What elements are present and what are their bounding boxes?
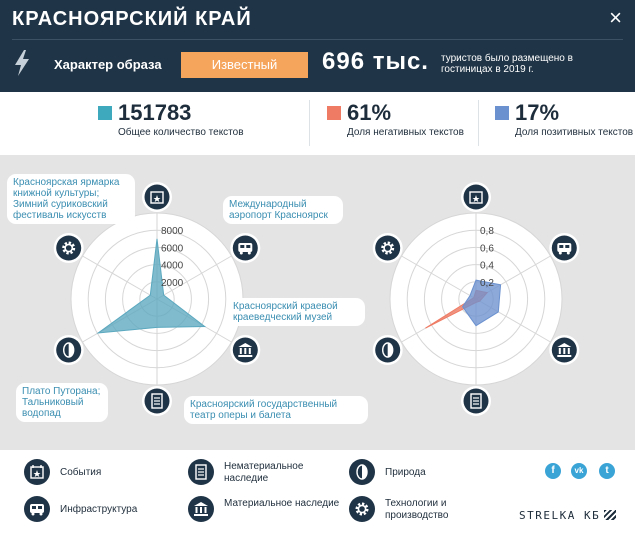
- radar-1-tick-label: 0,4: [480, 261, 494, 272]
- brand-mark-icon: [604, 510, 616, 520]
- header-divider: [12, 39, 623, 40]
- legend-label: События: [60, 467, 102, 478]
- radar-1-tick-label: 0,2: [480, 278, 494, 289]
- stat-value: 61%: [347, 100, 392, 125]
- museum-icon: [188, 496, 214, 522]
- document-icon[interactable]: [142, 386, 172, 416]
- radar-1-series-1: [461, 279, 502, 327]
- leaf-icon[interactable]: [372, 335, 403, 365]
- radar-1-spoke: [401, 255, 477, 300]
- stat-value: 151783: [118, 100, 192, 125]
- museum-icon[interactable]: [549, 335, 580, 365]
- bus-icon: [24, 496, 50, 522]
- stat-color-square: [495, 106, 509, 120]
- callout-intangible-heritage: Красноярский государственный театр оперы…: [184, 396, 368, 424]
- calendar-star-icon: [24, 459, 50, 485]
- calendar-star-icon[interactable]: [461, 182, 491, 212]
- facebook-icon[interactable]: f: [545, 463, 561, 479]
- legend-label: Материальное наследие: [224, 498, 340, 509]
- calendar-star-icon[interactable]: [142, 182, 172, 212]
- radar-0-tick-label: 6000: [161, 243, 184, 254]
- gear-icon: [349, 496, 375, 522]
- tourists-value: 696 тыс.: [322, 48, 429, 75]
- legend-label: Инфраструктура: [60, 504, 138, 515]
- legend-label: Технологии и производство: [385, 498, 449, 521]
- legend-label: Нематериальное наследие: [224, 461, 304, 484]
- radar-1-tick-label: 0,8: [480, 226, 494, 237]
- callout-events: Красноярская ярмарка книжной культуры; З…: [7, 174, 135, 224]
- gear-icon[interactable]: [53, 233, 84, 263]
- tourists-caption: туристов было размещено в гостиницах в 2…: [441, 53, 573, 75]
- stat-value: 17%: [515, 100, 560, 125]
- radar-charts: 2000 4000 6000 8000 0,2 0,4 0,6 0,8: [53, 182, 580, 416]
- stats-divider: [478, 100, 479, 146]
- lightning-icon: [15, 50, 29, 76]
- callout-infrastructure: Международный аэропорт Красноярск: [223, 196, 343, 224]
- stat-color-square: [327, 106, 341, 120]
- museum-icon[interactable]: [230, 335, 261, 365]
- callout-material-heritage: Красноярский краевой краеведческий музей: [227, 298, 365, 326]
- chart-area: 2000 4000 6000 8000 0,2 0,4 0,6 0,8 Красноярска…: [0, 155, 635, 450]
- leaf-icon: [349, 459, 375, 485]
- callout-nature: Плато Путорана; Тальниковый водопад: [16, 383, 108, 422]
- radar-0-tick-label: 2000: [161, 278, 184, 289]
- radar-0-tick-label: 4000: [161, 261, 184, 272]
- bus-icon[interactable]: [230, 233, 261, 263]
- stat-color-square: [98, 106, 112, 120]
- brand-logo: STRELKA КБ: [519, 509, 601, 522]
- twitter-icon[interactable]: t: [599, 463, 615, 479]
- legend-label: Природа: [385, 467, 426, 478]
- stat-label: Общее количество текстов: [118, 127, 244, 138]
- stat-label: Доля негативных текстов: [347, 127, 464, 138]
- radar-0-tick-label: 8000: [161, 226, 184, 237]
- character-label: Характер образа: [54, 57, 162, 72]
- stats-row: 151783 Общее количество текстов 61% Доля…: [0, 92, 635, 155]
- header-bar: КРАСНОЯРСКИЙ КРАЙ × Характер образа Изве…: [0, 0, 635, 92]
- radar-1-tick-label: 0,6: [480, 243, 494, 254]
- gear-icon[interactable]: [372, 233, 403, 263]
- legend: События Инфраструктура Нематериальное на…: [0, 450, 635, 534]
- leaf-icon[interactable]: [53, 335, 84, 365]
- radar-0-series-0: [96, 238, 207, 334]
- vk-icon[interactable]: vk: [571, 463, 587, 479]
- close-button[interactable]: ×: [609, 5, 622, 30]
- stat-label: Доля позитивных текстов: [515, 127, 634, 138]
- radar-0-spoke: [156, 255, 232, 300]
- document-icon: [188, 459, 214, 485]
- stats-divider: [309, 100, 310, 146]
- radar-0-spoke: [82, 255, 158, 300]
- page-title: КРАСНОЯРСКИЙ КРАЙ: [12, 8, 252, 30]
- document-icon[interactable]: [461, 386, 491, 416]
- character-badge: Известный: [181, 52, 308, 78]
- bus-icon[interactable]: [549, 233, 580, 263]
